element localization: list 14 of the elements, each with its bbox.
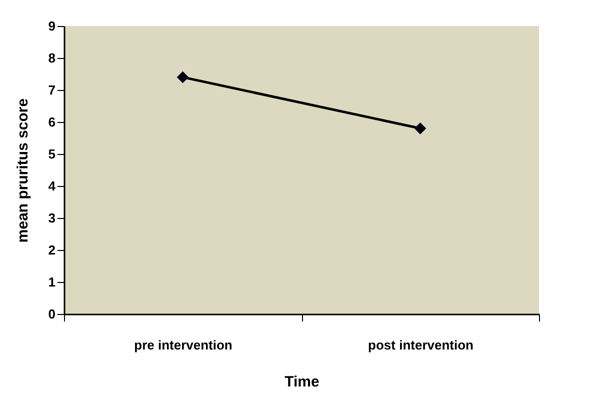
y-tick-label: 8 [48,50,56,66]
y-tick-label: 4 [48,178,56,194]
y-axis-title: mean pruritus score [14,98,32,243]
y-tick-label: 3 [48,210,56,226]
x-axis-title: Time [284,374,320,390]
x-tick-label: post intervention [368,338,474,352]
x-tick-label: pre intervention [134,338,232,352]
y-tick-label: 2 [48,242,56,258]
y-tick-label: 0 [48,306,56,322]
y-tick-label: 9 [48,18,56,34]
y-tick-label: 6 [48,114,56,130]
y-tick-label: 7 [48,82,56,98]
y-tick-label: 1 [48,274,56,290]
y-tick-label: 5 [48,146,56,162]
